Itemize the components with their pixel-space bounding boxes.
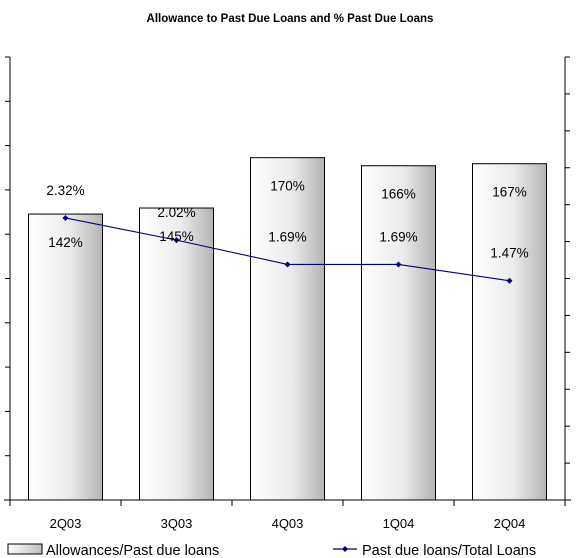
line-series (62, 214, 513, 284)
legend-line-marker (342, 546, 348, 552)
bar-series (28, 157, 547, 501)
line-data-label: 1.69% (379, 229, 417, 244)
bar-data-label: 142% (48, 235, 83, 250)
line-point (395, 261, 402, 268)
line-data-label: 1.69% (268, 229, 306, 244)
bar (28, 213, 103, 501)
legend-label-line: Past due loans/Total Loans (362, 543, 536, 558)
line-data-label: 1.47% (490, 246, 528, 261)
category-label: 1Q04 (383, 516, 415, 531)
chart-title: Allowance to Past Due Loans and % Past D… (147, 13, 434, 25)
line-point (62, 214, 69, 221)
bar (472, 163, 547, 501)
bar (139, 207, 214, 501)
data-labels: 142% 145% 170% 166% 167% 2.32% 2.02% 1.69% 1.69%… (46, 179, 528, 261)
line-point (173, 237, 180, 244)
category-label: 2Q03 (50, 516, 82, 531)
bar-data-label: 166% (381, 187, 416, 202)
category-label: 2Q04 (494, 516, 526, 531)
bar (250, 157, 325, 501)
line-data-label: 2.32% (46, 183, 84, 198)
line-point (506, 277, 513, 284)
legend: Allowances/Past due loans Past due loans… (7, 543, 536, 558)
line-point (284, 261, 291, 268)
category-label: 4Q03 (272, 516, 304, 531)
category-label: 3Q03 (161, 516, 193, 531)
bar-data-label: 170% (270, 179, 305, 194)
bar-data-label: 167% (492, 185, 527, 200)
bar (361, 165, 436, 501)
bar-data-label: 145% (159, 229, 194, 244)
legend-label-bar: Allowances/Past due loans (46, 543, 219, 558)
legend-swatch-bar (7, 543, 43, 555)
category-labels: 2Q03 3Q03 4Q03 1Q04 2Q04 (50, 516, 526, 531)
line-data-label: 2.02% (157, 205, 195, 220)
